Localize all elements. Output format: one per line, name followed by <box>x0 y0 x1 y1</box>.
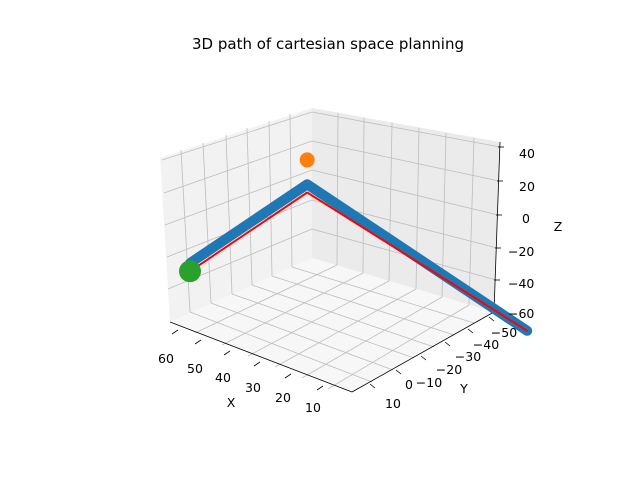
grid-line <box>311 169 499 216</box>
z-tick-label: −60 <box>508 306 534 321</box>
x-tick-label: 60 <box>158 351 174 366</box>
grid-line <box>271 275 455 336</box>
x-tick-mark <box>316 385 324 391</box>
y-tick-label: −50 <box>491 325 517 340</box>
goal-point-marker <box>299 152 315 168</box>
grid-line <box>336 112 339 266</box>
chart-title: 3D path of cartesian space planning <box>192 35 464 53</box>
grid-line <box>327 304 470 390</box>
y-tick-label: −10 <box>416 375 442 390</box>
y-tick-label: −20 <box>436 362 462 377</box>
y-tick-label: −40 <box>473 337 499 352</box>
x-tick-mark <box>171 329 179 335</box>
data-layer <box>179 152 533 336</box>
x-tick-mark <box>194 339 202 345</box>
grid-line <box>202 142 212 304</box>
grid-line <box>274 288 417 368</box>
x-axis-label: X <box>227 395 236 410</box>
grid-line <box>362 117 365 274</box>
grid-line <box>291 266 475 324</box>
reference-path-line <box>189 191 529 332</box>
grid-line <box>246 127 253 286</box>
z-tick-label: −40 <box>508 276 534 291</box>
z-tick-label: −20 <box>508 244 534 259</box>
pane-back-right <box>312 108 500 312</box>
z-axis-line <box>493 141 501 313</box>
y-tick-labels: 10 0 −10 −20 −30 −40 −50 <box>385 325 517 411</box>
grid-line <box>194 264 338 334</box>
grid-line <box>189 311 373 383</box>
grid-line <box>247 280 390 357</box>
grid-line <box>231 293 415 359</box>
grid-line <box>268 120 273 277</box>
grid-line <box>388 122 393 282</box>
x-tick-mark <box>253 361 261 367</box>
grid-line <box>311 111 501 148</box>
x-tick-mark <box>223 350 231 356</box>
x-tick-label: 40 <box>215 370 231 385</box>
y-tick-mark <box>369 383 376 389</box>
y-tick-mark <box>420 355 427 361</box>
z-tick-label: 0 <box>522 211 530 226</box>
planned-path-line <box>185 179 533 336</box>
y-tick-mark <box>488 316 495 322</box>
x-tick-label: 50 <box>187 361 203 376</box>
grid-line <box>301 296 443 379</box>
y-axis-label: Y <box>459 381 468 396</box>
z-tick-labels: 40 20 0 −20 −40 −60 <box>508 146 535 321</box>
tick-marks <box>171 146 504 391</box>
x-tick-label: 10 <box>305 400 321 415</box>
y-tick-label: 10 <box>385 396 401 411</box>
grid-line <box>221 272 364 346</box>
y-tick-label: −30 <box>455 349 481 364</box>
start-point-marker <box>179 260 201 283</box>
grid-line <box>161 111 313 161</box>
grid-line <box>210 302 394 371</box>
z-tick-label: 20 <box>519 179 535 194</box>
x-tick-label: 30 <box>245 380 261 395</box>
grid-line <box>180 149 191 313</box>
y-tick-mark <box>444 341 451 347</box>
z-tick-label: 40 <box>519 146 535 161</box>
y-tick-label: 0 <box>405 377 413 392</box>
z-axis-label: Z <box>554 219 563 234</box>
grid-line <box>164 169 313 226</box>
x-tick-label: 20 <box>275 390 291 405</box>
y-tick-mark <box>467 328 474 334</box>
pane-floor <box>170 258 494 392</box>
x-axis-line <box>169 321 353 393</box>
grid-line <box>163 140 313 194</box>
y-tick-mark <box>395 369 402 375</box>
grid-line <box>251 284 435 348</box>
y-axis-line <box>351 311 495 393</box>
x-tick-labels: 60 50 40 30 20 10 <box>158 351 321 415</box>
grid-line <box>468 137 475 306</box>
grid-line <box>311 140 500 182</box>
grid-line <box>225 134 233 295</box>
x-tick-mark <box>284 373 292 379</box>
